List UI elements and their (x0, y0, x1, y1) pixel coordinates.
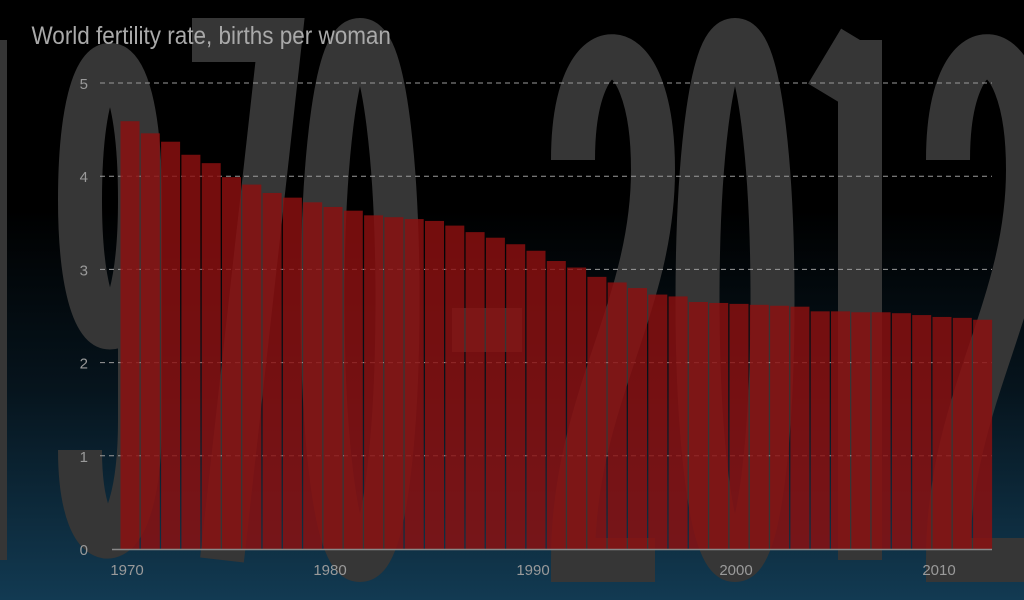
bar-1999 (709, 302, 729, 549)
watermark-glyph (550, 34, 676, 582)
y-tick-label: 1 (80, 449, 88, 466)
y-tick-label: 3 (80, 262, 88, 279)
bar-1997 (668, 296, 688, 549)
bar-2007 (871, 312, 891, 549)
bar-2003 (790, 306, 810, 549)
x-tick-label: 2000 (719, 562, 752, 579)
bar-1980 (323, 206, 343, 549)
bar-2004 (810, 311, 830, 549)
bar-2010 (932, 316, 952, 549)
bar-1977 (262, 192, 282, 549)
watermark-glyph (192, 18, 305, 563)
x-tick-label: 2010 (922, 562, 955, 579)
bar-1981 (343, 210, 363, 549)
bar-1979 (303, 202, 323, 549)
bar-2002 (770, 305, 790, 549)
bar-2012 (973, 319, 993, 549)
watermark-glyph (675, 17, 795, 583)
chart-title: World fertility rate, births per woman (32, 22, 391, 50)
bar-2001 (749, 304, 769, 549)
bar-1991 (546, 261, 566, 549)
bar-1984 (404, 219, 424, 549)
bar-1975 (222, 177, 241, 549)
bar-1986 (445, 225, 465, 549)
bar-2000 (729, 303, 749, 549)
bar-1973 (181, 154, 201, 550)
bar-1992 (567, 267, 587, 549)
y-tick-label: 4 (80, 169, 88, 186)
bar-1971 (140, 133, 160, 549)
x-tick-label: 1990 (516, 562, 549, 579)
y-axis-ticks: 0 1 2 3 4 5 (80, 76, 88, 559)
bar-1988 (485, 237, 505, 549)
watermark-glyph (57, 43, 162, 559)
bar-1994 (607, 282, 627, 549)
bar-1989 (506, 244, 526, 549)
bar-1996 (648, 294, 668, 549)
y-tick-label: 0 (80, 542, 88, 559)
x-tick-label: 1980 (313, 562, 346, 579)
bar-1982 (364, 215, 384, 549)
bar-1983 (384, 217, 404, 549)
bar-2006 (851, 312, 871, 549)
bar-1978 (282, 197, 302, 550)
bar-2005 (831, 311, 850, 549)
watermark-glyph (300, 17, 420, 583)
y-tick-label: 2 (80, 356, 88, 373)
bar-1987 (465, 232, 485, 549)
bar-2008 (891, 313, 911, 549)
bar-1974 (201, 163, 221, 550)
bars (120, 121, 993, 550)
y-tick-label: 5 (80, 76, 88, 93)
bar-1985 (425, 220, 444, 549)
bar-1995 (628, 288, 647, 549)
bar-2011 (952, 317, 972, 549)
bar-2009 (912, 315, 932, 549)
x-tick-label: 1970 (110, 562, 143, 579)
x-axis-ticks: 1970 1980 1990 2000 2010 (110, 562, 955, 579)
bar-1972 (161, 141, 181, 549)
bar-1990 (526, 250, 546, 549)
bar-1970 (120, 121, 140, 549)
bar-1993 (587, 276, 607, 549)
bar-1976 (242, 184, 262, 549)
bar-1998 (688, 302, 708, 549)
